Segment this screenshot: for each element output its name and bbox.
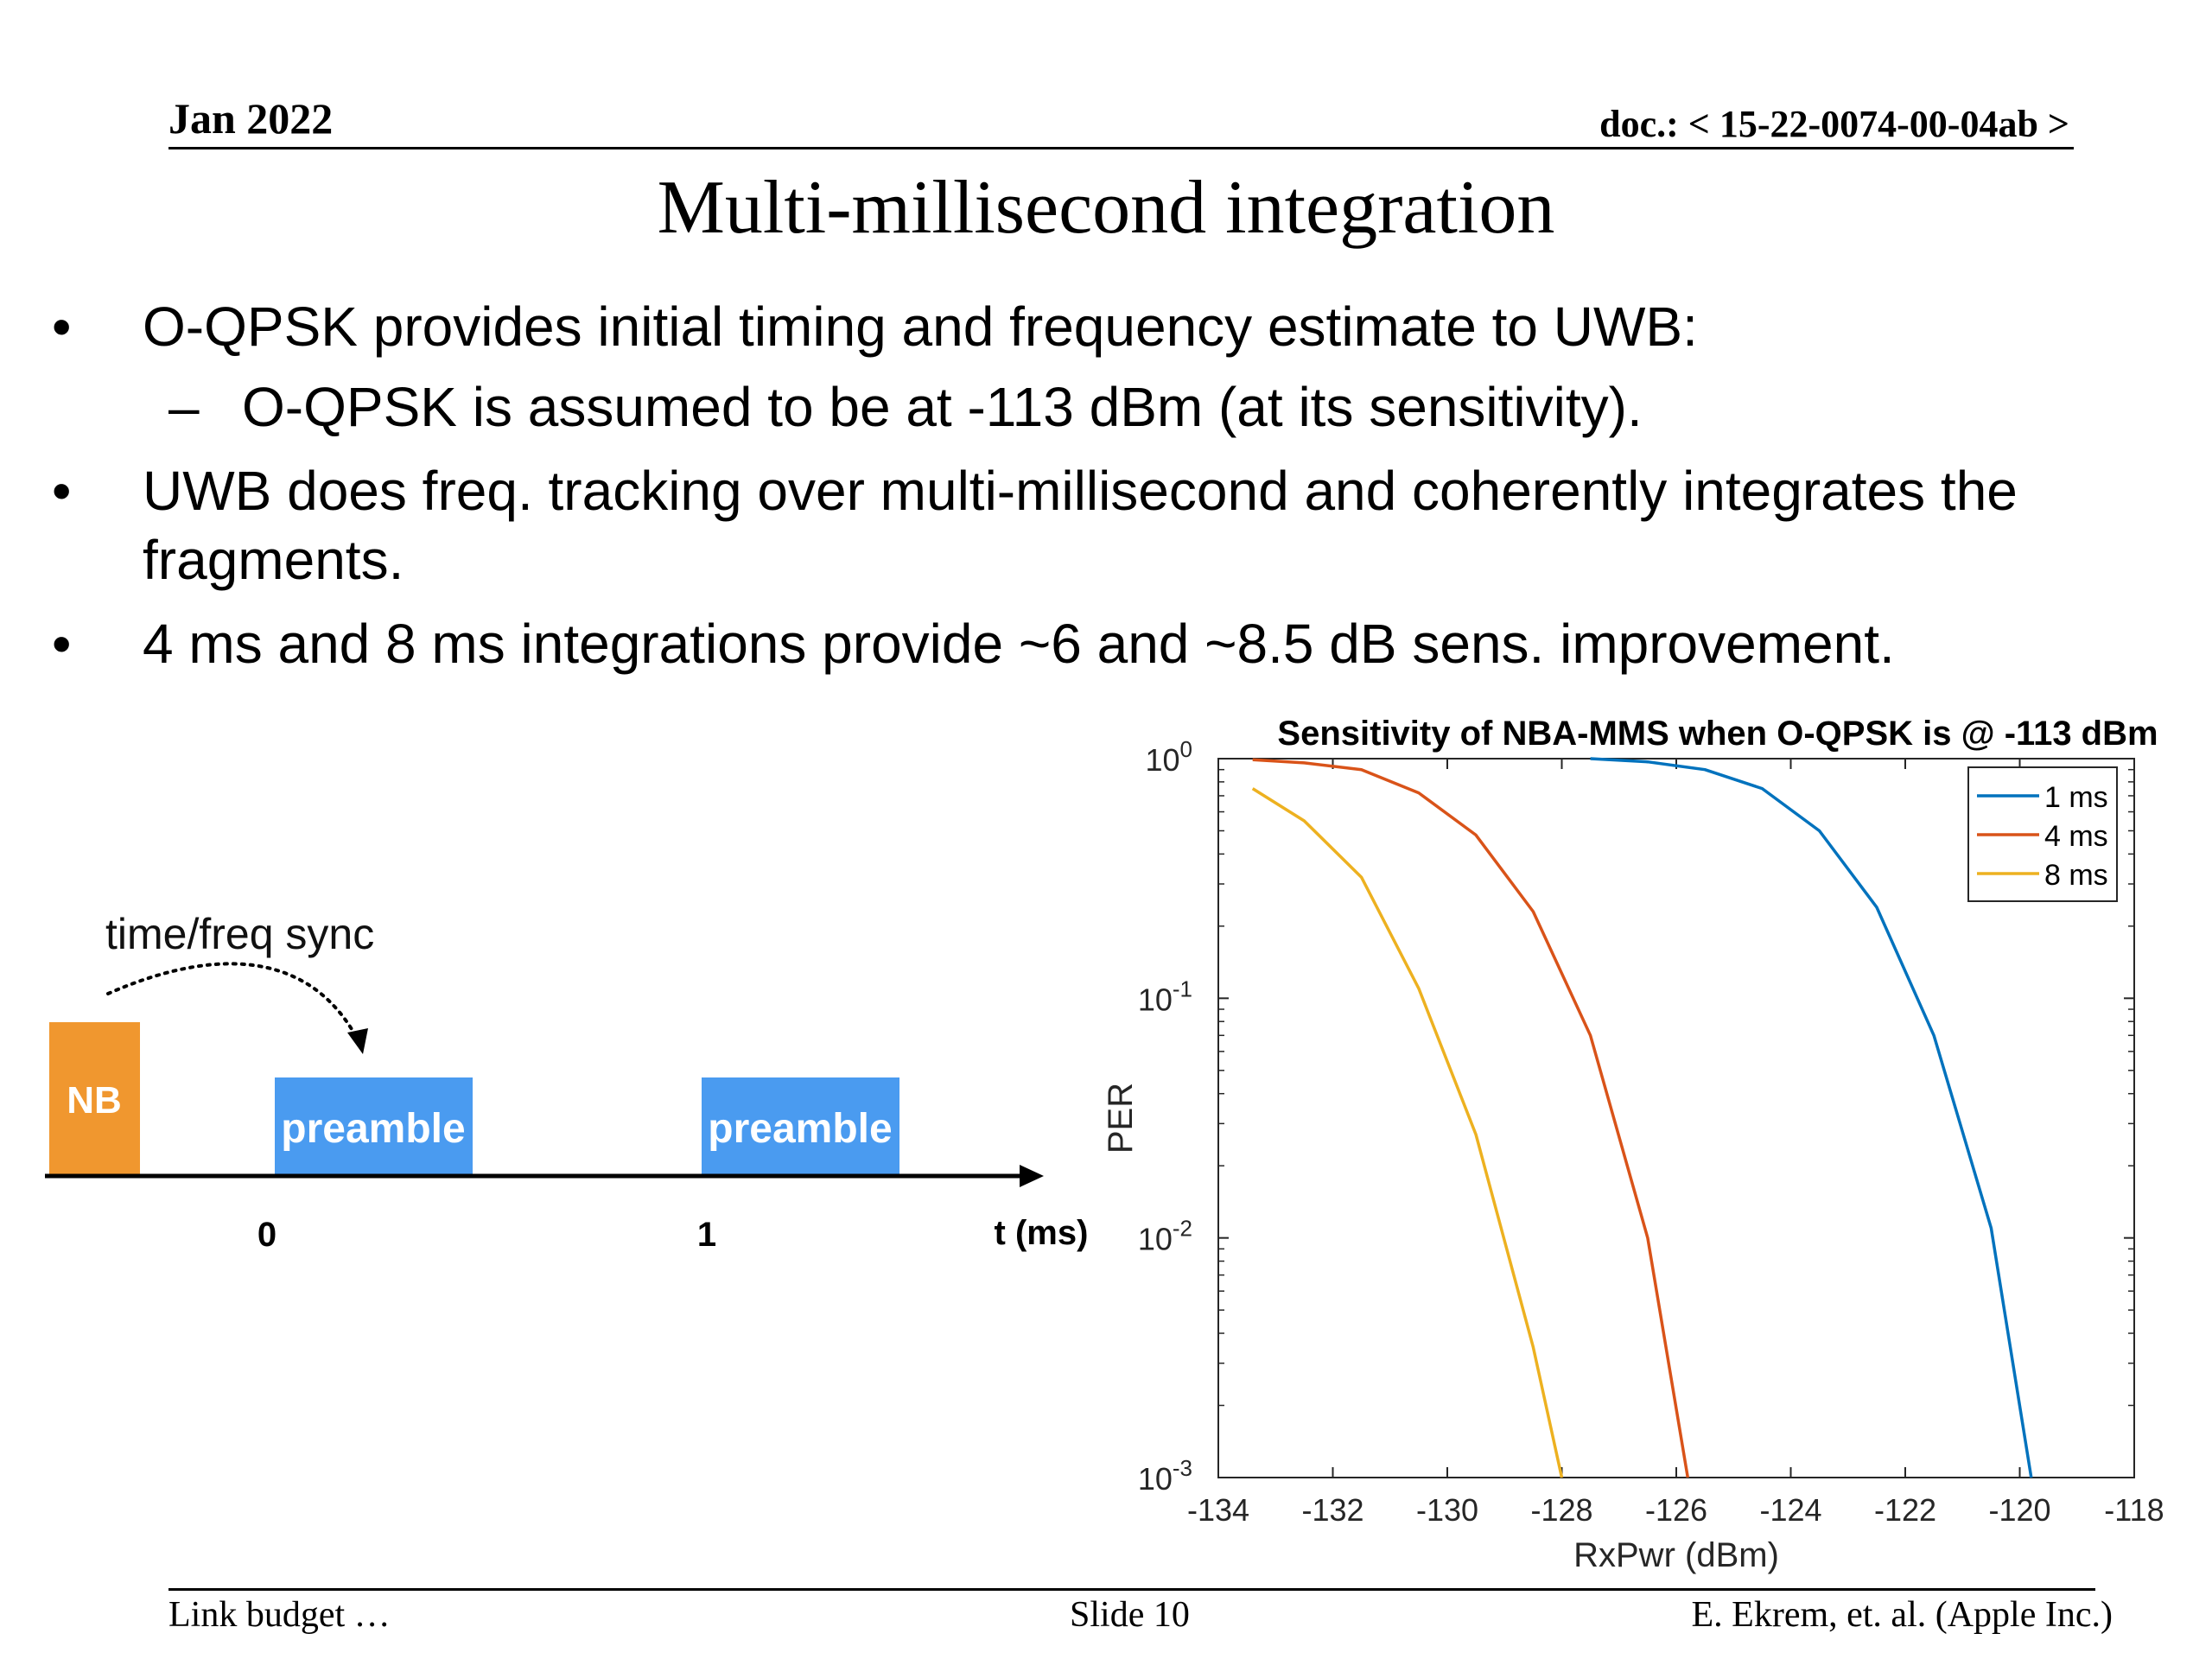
- bullet-marker: •: [52, 296, 72, 358]
- time-tick-0: 0: [257, 1216, 276, 1254]
- sync-label: time/freq sync: [105, 910, 374, 958]
- series-line-8ms: [1251, 787, 1564, 1478]
- nb-label: NB: [67, 1079, 122, 1122]
- header-date: Jan 2022: [168, 94, 334, 143]
- header-doc-id: doc.: < 15-22-0074-00-04ab >: [1599, 103, 2069, 145]
- preamble-label-1: preamble: [281, 1106, 465, 1152]
- legend-label: 1 ms: [2044, 781, 2108, 814]
- x-tick-label: -124: [1759, 1492, 1821, 1528]
- time-axis-arrow-icon: [1020, 1165, 1044, 1187]
- x-tick-label: -122: [1874, 1492, 1936, 1528]
- footer-rule: [168, 1588, 2095, 1591]
- x-tick-label: -130: [1416, 1492, 1478, 1528]
- bullet-marker: •: [52, 613, 72, 675]
- x-tick-label: -132: [1301, 1492, 1363, 1528]
- x-tick-label: -134: [1187, 1492, 1249, 1528]
- bullet-item: • 4 ms and 8 ms integrations provide ~6 …: [52, 609, 2169, 678]
- series-line-1ms: [1590, 757, 2033, 1478]
- header-rule: [168, 147, 2074, 149]
- chart-title: Sensitivity of NBA-MMS when O-QPSK is @ …: [1277, 715, 2158, 753]
- bullet-text: UWB does freq. tracking over multi-milli…: [143, 460, 2018, 591]
- nb-block: [49, 1022, 140, 1174]
- bullet-text: O-QPSK is assumed to be at -113 dBm (at …: [242, 376, 1643, 438]
- x-tick-label: -120: [1988, 1492, 2050, 1528]
- plot-area: [1217, 758, 2135, 1478]
- series-line-4ms: [1252, 758, 1690, 1478]
- y-axis-label: PER: [1102, 1083, 1140, 1154]
- legend-label: 8 ms: [2044, 859, 2108, 892]
- legend-box: [1967, 766, 2118, 902]
- sub-bullet-marker: –: [168, 376, 200, 438]
- y-tick-label: 100: [1145, 736, 1192, 778]
- legend-label: 4 ms: [2044, 820, 2108, 853]
- bullet-text: O-QPSK provides initial timing and frequ…: [143, 296, 1698, 358]
- bullet-item: • O-QPSK provides initial timing and fre…: [52, 292, 2169, 361]
- footer-left: Link budget …: [168, 1595, 391, 1635]
- bullet-list: • O-QPSK provides initial timing and fre…: [52, 292, 2169, 693]
- y-tick-label: 10-2: [1138, 1216, 1192, 1257]
- x-tick-label: -128: [1530, 1492, 1592, 1528]
- sub-bullet-item: – O-QPSK is assumed to be at -113 dBm (a…: [52, 372, 2169, 442]
- x-axis-label: RxPwr (dBm): [1573, 1536, 1779, 1574]
- footer-slide-number: Slide 10: [1070, 1595, 1190, 1635]
- slide-title: Multi-millisecond integration: [657, 166, 1555, 250]
- y-tick-label: 10-3: [1138, 1455, 1192, 1497]
- preamble-label-2: preamble: [708, 1106, 892, 1152]
- time-tick-1: 1: [697, 1216, 716, 1254]
- x-tick-label: -118: [2104, 1492, 2164, 1528]
- time-axis-label: t (ms): [995, 1214, 1089, 1252]
- bullet-marker: •: [52, 460, 72, 522]
- bullet-item: • UWB does freq. tracking over multi-mil…: [52, 456, 2169, 594]
- sync-arrowhead-icon: [347, 1028, 368, 1054]
- preamble-block-2: [702, 1077, 899, 1174]
- y-tick-label: 10-1: [1138, 976, 1192, 1017]
- sync-arrow: [106, 962, 360, 1043]
- x-tick-label: -126: [1645, 1492, 1707, 1528]
- footer-author: E. Ekrem, et. al. (Apple Inc.): [1691, 1595, 2113, 1635]
- preamble-block-1: [275, 1077, 473, 1174]
- bullet-text: 4 ms and 8 ms integrations provide ~6 an…: [143, 613, 1895, 675]
